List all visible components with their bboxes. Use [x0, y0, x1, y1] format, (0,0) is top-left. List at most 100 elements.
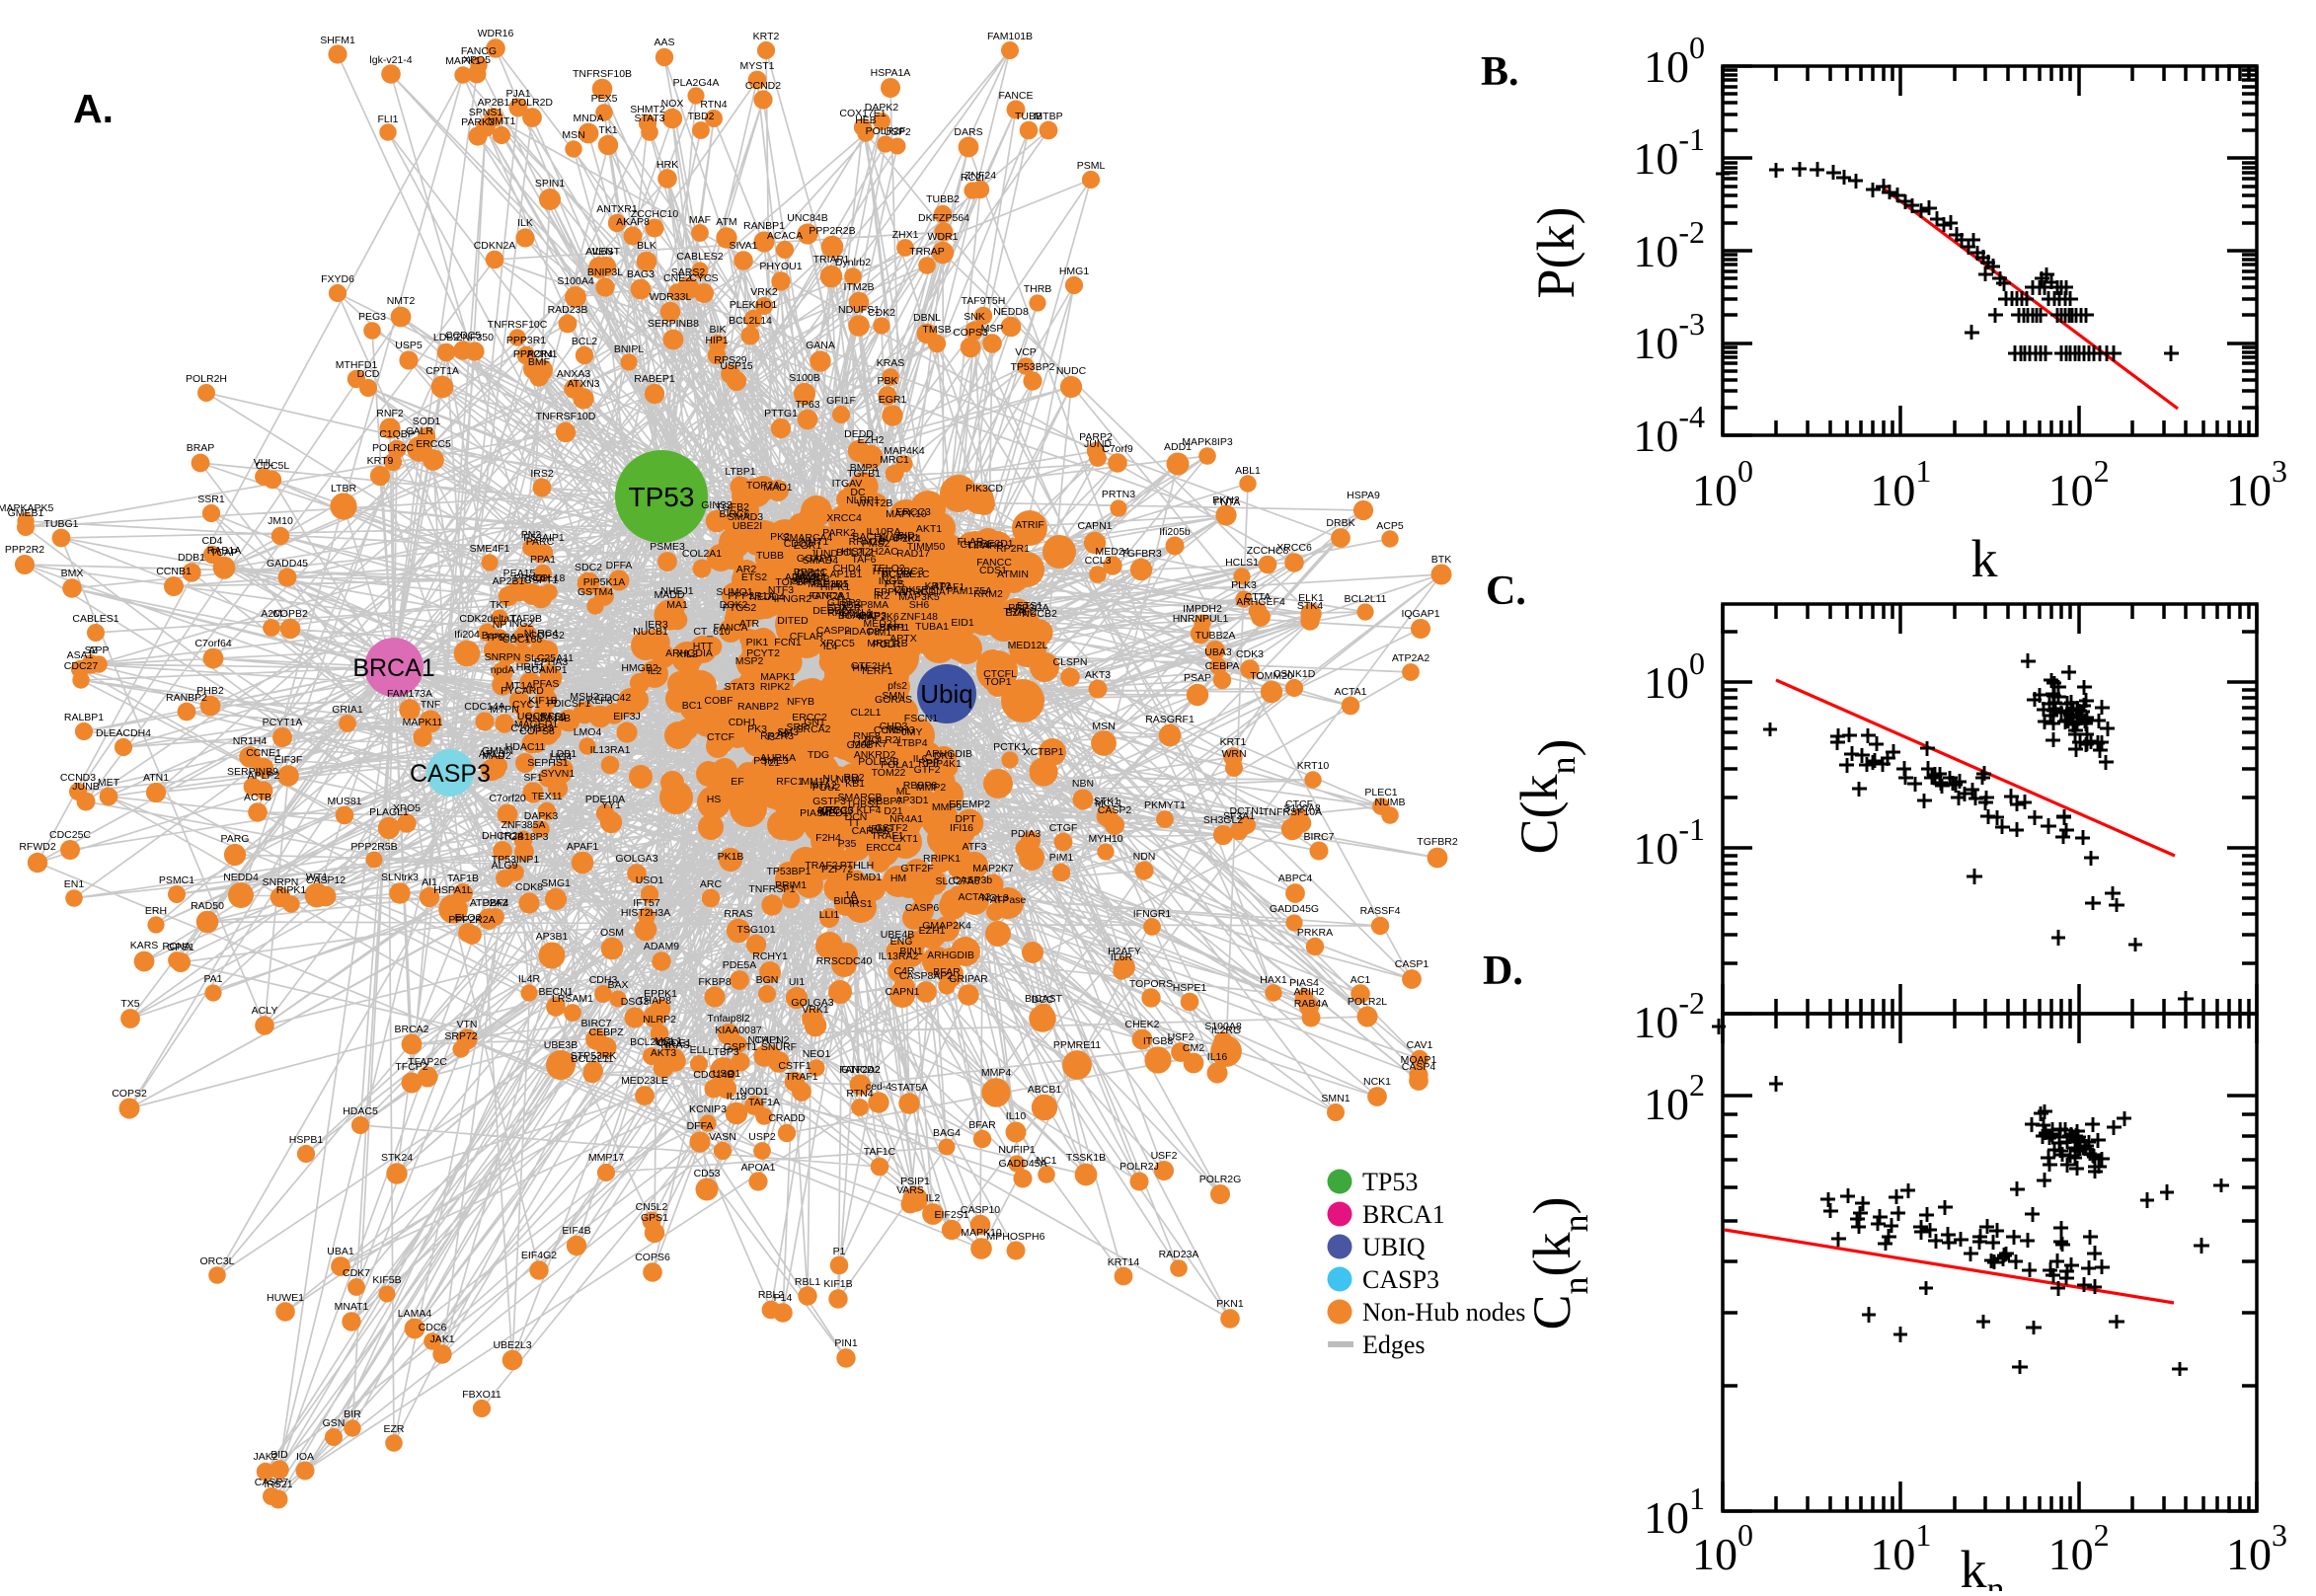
- svg-text:RANBP2: RANBP2: [737, 701, 779, 713]
- svg-text:RAD23B: RAD23B: [548, 304, 588, 316]
- svg-text:TGFB1: TGFB1: [847, 468, 881, 480]
- svg-text:BID: BID: [897, 530, 915, 542]
- svg-text:PDE5A: PDE5A: [723, 959, 756, 971]
- svg-text:IL16: IL16: [1207, 1051, 1228, 1063]
- svg-text:RIPK2: RIPK2: [760, 681, 791, 693]
- svg-text:CABLES2: CABLES2: [676, 251, 723, 263]
- svg-text:CAV1: CAV1: [1407, 1039, 1433, 1051]
- svg-text:RAD17: RAD17: [896, 548, 930, 560]
- svg-text:PPP2R1A: PPP2R1A: [728, 590, 774, 602]
- svg-text:CD53: CD53: [694, 1168, 721, 1179]
- svg-text:CDH1: CDH1: [729, 717, 757, 728]
- svg-text:APTX: APTX: [889, 633, 916, 645]
- svg-text:MAP2K6: MAP2K6: [858, 611, 899, 623]
- svg-text:EZR: EZR: [384, 1423, 405, 1435]
- svg-text:NTHL1: NTHL1: [747, 1034, 780, 1046]
- svg-text:MSN: MSN: [562, 129, 584, 141]
- svg-text:GSPT1: GSPT1: [724, 1041, 758, 1053]
- svg-text:IR2: IR2: [874, 590, 890, 602]
- svg-text:GTF2A1: GTF2A1: [811, 590, 851, 602]
- svg-text:pfs2: pfs2: [888, 680, 907, 692]
- svg-text:PMS2: PMS2: [862, 538, 890, 550]
- svg-text:P1: P1: [833, 1246, 846, 1257]
- svg-text:EID1: EID1: [951, 617, 974, 629]
- svg-text:CDC25C: CDC25C: [49, 829, 91, 841]
- svg-text:HMG1: HMG1: [1059, 266, 1089, 277]
- svg-text:CDH3: CDH3: [589, 974, 618, 986]
- svg-text:HM: HM: [890, 873, 906, 884]
- svg-text:PKMYT1: PKMYT1: [1144, 799, 1186, 811]
- svg-text:CHD4: CHD4: [833, 563, 862, 574]
- svg-text:CCND2: CCND2: [745, 80, 781, 92]
- svg-text:UBE3B: UBE3B: [544, 1039, 578, 1051]
- svg-text:FBXO11: FBXO11: [462, 1389, 502, 1401]
- svg-text:STAT5A: STAT5A: [890, 1082, 928, 1094]
- svg-text:STK1: STK1: [1094, 796, 1119, 807]
- svg-text:PLEKHO1: PLEKHO1: [730, 299, 778, 311]
- svg-text:WDR16: WDR16: [478, 28, 514, 39]
- svg-text:Dynlrb2: Dynlrb2: [835, 257, 871, 268]
- svg-text:KRT2: KRT2: [925, 580, 952, 592]
- svg-text:TX5: TX5: [120, 998, 139, 1010]
- svg-text:BFAR: BFAR: [933, 966, 961, 978]
- svg-text:MSP: MSP: [981, 323, 1004, 335]
- svg-text:TP53: TP53: [629, 482, 695, 512]
- svg-text:MAP4K4: MAP4K4: [884, 445, 925, 457]
- svg-text:ACP5: ACP5: [1376, 520, 1404, 532]
- svg-text:KIF1B: KIF1B: [823, 1278, 852, 1290]
- svg-text:TP63: TP63: [795, 399, 819, 411]
- svg-text:CEBPA: CEBPA: [1205, 660, 1240, 672]
- svg-text:PARG: PARG: [221, 833, 250, 845]
- svg-text:MAGED1: MAGED1: [514, 719, 559, 730]
- svg-text:GOLGA3: GOLGA3: [615, 853, 657, 865]
- svg-text:DCN: DCN: [845, 811, 868, 823]
- svg-text:POLR2G: POLR2G: [1199, 1174, 1242, 1185]
- svg-text:TBD2: TBD2: [688, 111, 715, 122]
- svg-text:DPT: DPT: [956, 813, 977, 825]
- svg-text:PSAP: PSAP: [1184, 672, 1211, 684]
- svg-text:lgk-v21-4: lgk-v21-4: [369, 54, 412, 66]
- svg-text:BGN: BGN: [756, 974, 779, 986]
- svg-text:AP1B1: AP1B1: [830, 569, 863, 580]
- svg-text:MRC1: MRC1: [880, 454, 909, 466]
- svg-text:KARS: KARS: [130, 940, 159, 951]
- svg-text:ARHGDIB: ARHGDIB: [927, 950, 974, 961]
- svg-text:HIST2H3A: HIST2H3A: [621, 907, 670, 919]
- svg-text:PCYT2: PCYT2: [746, 647, 780, 659]
- svg-text:ELL: ELL: [690, 1044, 709, 1056]
- svg-text:PZP72: PZP72: [821, 864, 853, 875]
- svg-text:ENG: ENG: [890, 936, 913, 948]
- svg-text:CL2L1: CL2L1: [851, 707, 882, 719]
- svg-text:NR4A1: NR4A1: [889, 813, 923, 825]
- svg-text:GMNN: GMNN: [482, 745, 513, 757]
- svg-text:MTPN: MTPN: [490, 704, 519, 716]
- svg-text:PLAGL1: PLAGL1: [369, 806, 409, 818]
- svg-text:EZR: EZR: [1006, 607, 1027, 619]
- svg-text:USP15: USP15: [720, 360, 752, 372]
- svg-text:MRE11B: MRE11B: [867, 638, 907, 649]
- svg-text:PEX5: PEX5: [591, 93, 618, 105]
- svg-text:GOLGA3: GOLGA3: [791, 997, 833, 1009]
- svg-text:CFLAR: CFLAR: [790, 631, 824, 643]
- svg-text:DITED: DITED: [777, 615, 809, 627]
- svg-text:KB1: KB1: [845, 778, 865, 790]
- svg-text:CDC2: CDC2: [784, 538, 812, 550]
- svg-text:RIPK1: RIPK1: [276, 884, 307, 896]
- svg-text:IMPDH2: IMPDH2: [1183, 603, 1222, 615]
- svg-text:COPS2: COPS2: [529, 630, 565, 642]
- svg-text:BC1: BC1: [682, 700, 703, 712]
- svg-text:SNK: SNK: [964, 311, 985, 323]
- svg-text:SMG1: SMG1: [541, 877, 571, 889]
- svg-text:TRAF1: TRAF1: [785, 1071, 817, 1083]
- svg-text:ZNF350: ZNF350: [456, 332, 494, 343]
- svg-text:MMP9: MMP9: [932, 801, 962, 813]
- svg-text:ANKRD2: ANKRD2: [854, 749, 896, 761]
- svg-text:LTBP3: LTBP3: [708, 1046, 738, 1058]
- svg-text:DBF4: DBF4: [483, 897, 509, 909]
- svg-text:ATRIF: ATRIF: [1015, 519, 1044, 531]
- svg-text:IL10RA: IL10RA: [866, 526, 900, 538]
- svg-text:HDAC8: HDAC8: [844, 626, 880, 638]
- svg-text:KRT10: KRT10: [1297, 760, 1330, 772]
- svg-text:FLAR: FLAR: [958, 536, 984, 548]
- svg-text:UBIQ: UBIQ: [1362, 1233, 1426, 1261]
